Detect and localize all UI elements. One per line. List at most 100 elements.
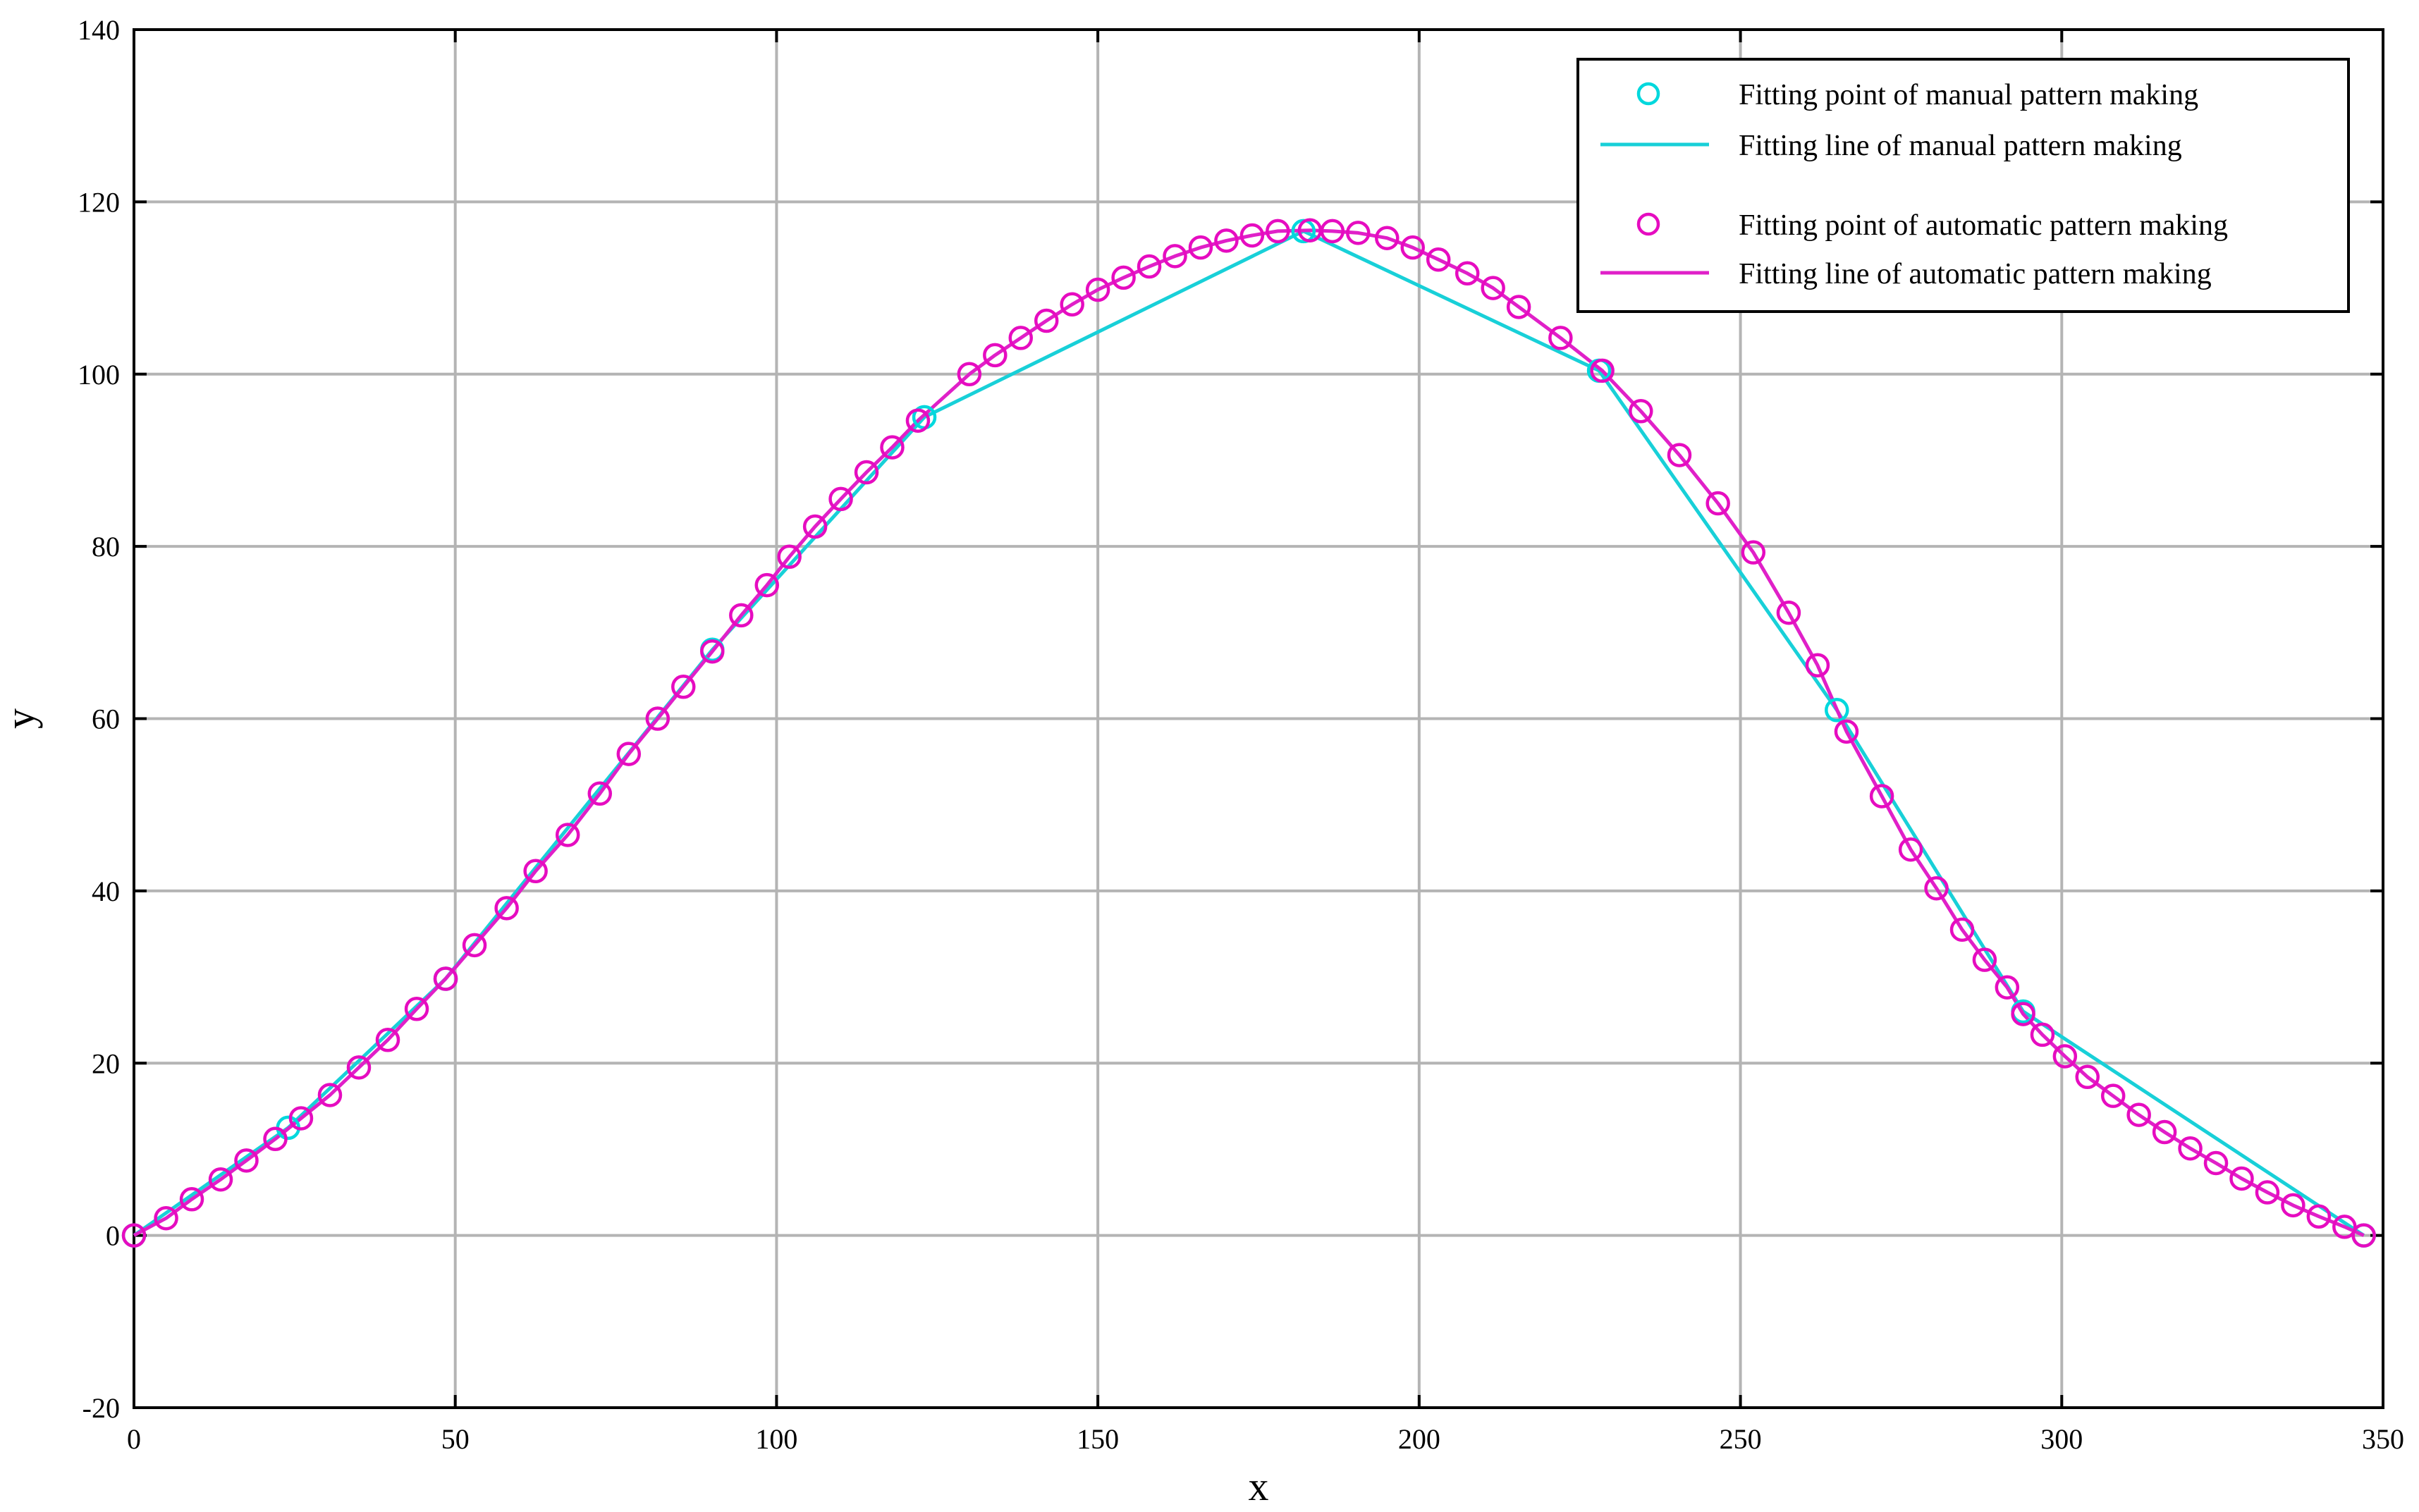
x-tick-label: 150 xyxy=(1077,1423,1119,1455)
data-point xyxy=(1805,653,1830,677)
data-point xyxy=(2255,1180,2280,1205)
data-point xyxy=(1898,837,1923,862)
data-point xyxy=(494,896,519,921)
y-tick-label: 20 xyxy=(92,1047,120,1079)
data-point xyxy=(2075,1064,2100,1090)
data-point xyxy=(1034,308,1059,333)
legend-label: Fitting line of manual pattern making xyxy=(1739,130,2182,162)
data-point xyxy=(671,675,696,699)
data-point xyxy=(1924,875,1949,901)
y-tick-label: -20 xyxy=(82,1392,120,1424)
data-point xyxy=(375,1028,400,1052)
data-point xyxy=(121,1223,147,1248)
data-point xyxy=(1629,399,1653,424)
y-axis-label: y xyxy=(0,708,43,729)
data-point xyxy=(179,1187,204,1212)
data-point xyxy=(433,966,458,991)
data-point xyxy=(880,435,905,460)
y-tick-label: 100 xyxy=(78,359,120,391)
y-tick-label: 80 xyxy=(92,531,120,563)
x-tick-label: 350 xyxy=(2362,1423,2404,1455)
data-point xyxy=(1266,219,1290,244)
data-point xyxy=(404,997,429,1021)
y-tick-label: 60 xyxy=(92,703,120,735)
data-point xyxy=(346,1055,372,1080)
tick-labels: 0 50 100 150 200 250 300 350-200204060801001201… xyxy=(78,14,2404,1455)
y-tick-label: 0 xyxy=(106,1220,120,1252)
data-point xyxy=(2052,1044,2078,1069)
legend-label: Fitting line of automatic pattern making xyxy=(1739,258,2212,290)
legend-entry-automatic-points: Fitting point of automatic pattern makin… xyxy=(1636,209,2228,242)
legend: Fitting point of manual pattern making F… xyxy=(1576,58,2350,313)
legend-label: Fitting point of manual pattern making xyxy=(1739,79,2198,111)
data-point xyxy=(2203,1150,2229,1176)
data-point xyxy=(2332,1215,2357,1239)
legend-marker-circle xyxy=(1636,212,1660,236)
series-layer xyxy=(121,218,2376,1248)
data-point xyxy=(1667,443,1692,467)
data-point xyxy=(1085,277,1110,302)
legend-box xyxy=(1576,58,2350,313)
data-point xyxy=(1506,295,1531,319)
data-point xyxy=(1455,261,1480,286)
legend-entry-automatic-line: Fitting line of automatic pattern making xyxy=(1600,258,2212,290)
data-point xyxy=(1834,719,1859,744)
data-point xyxy=(1239,223,1265,248)
data-point xyxy=(2306,1204,2332,1229)
data-point xyxy=(234,1148,259,1173)
data-point xyxy=(1995,975,2020,1000)
data-point xyxy=(317,1083,343,1107)
y-tick-label: 40 xyxy=(92,875,120,907)
x-tick-label: 300 xyxy=(2040,1423,2083,1455)
x-tick-label: 0 xyxy=(127,1423,141,1455)
data-point xyxy=(2281,1193,2305,1218)
legend-label: Fitting point of automatic pattern makin… xyxy=(1739,209,2228,242)
x-tick-label: 100 xyxy=(755,1423,797,1455)
data-point xyxy=(1426,247,1451,272)
data-point xyxy=(288,1106,314,1131)
data-point xyxy=(523,859,548,884)
data-point xyxy=(1972,947,1997,972)
data-point xyxy=(1548,326,1573,350)
x-axis-label: x xyxy=(1249,1463,1269,1509)
data-point xyxy=(700,639,725,664)
series-line-3 xyxy=(133,228,2365,1237)
data-point xyxy=(1320,219,1345,244)
data-point xyxy=(828,486,853,512)
data-point xyxy=(1375,226,1400,250)
data-point xyxy=(1825,698,1849,723)
data-point xyxy=(208,1167,233,1192)
data-point xyxy=(1590,358,1615,383)
data-point xyxy=(462,933,487,958)
data-point xyxy=(854,460,879,485)
data-point xyxy=(1741,540,1766,565)
data-point xyxy=(802,514,828,539)
data-point xyxy=(587,781,613,806)
data-point xyxy=(1705,491,1730,516)
data-point xyxy=(1214,228,1239,253)
data-point xyxy=(2126,1102,2151,1127)
data-point xyxy=(2178,1136,2203,1161)
legend-entry-manual-points: Fitting point of manual pattern making xyxy=(1636,79,2198,111)
data-point xyxy=(957,362,982,386)
data-point xyxy=(154,1205,178,1231)
x-tick-label: 50 xyxy=(441,1423,470,1455)
data-point xyxy=(1008,326,1034,350)
data-point xyxy=(616,742,642,766)
data-point xyxy=(983,343,1008,368)
data-point xyxy=(2351,1223,2376,1248)
data-point xyxy=(2030,1022,2055,1047)
data-point xyxy=(777,544,802,570)
data-point xyxy=(2011,1002,2035,1026)
data-point xyxy=(1481,276,1505,300)
data-point xyxy=(1060,292,1084,317)
data-point xyxy=(729,603,754,628)
x-tick-label: 200 xyxy=(1398,1423,1440,1455)
data-point xyxy=(2100,1083,2126,1108)
data-point xyxy=(905,408,931,433)
legend-marker-circle xyxy=(1636,82,1660,106)
data-point xyxy=(263,1126,288,1152)
series-line-1 xyxy=(133,229,2365,1237)
data-point xyxy=(1188,235,1213,260)
